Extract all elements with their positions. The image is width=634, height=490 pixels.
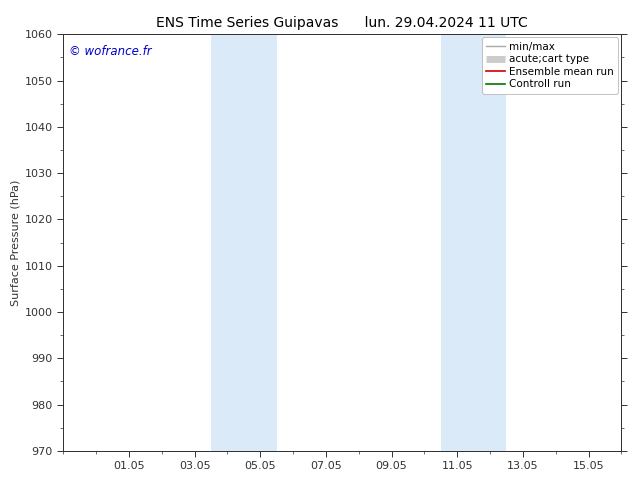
Text: © wofrance.fr: © wofrance.fr [69, 45, 152, 58]
Legend: min/max, acute;cart type, Ensemble mean run, Controll run: min/max, acute;cart type, Ensemble mean … [482, 37, 618, 94]
Title: ENS Time Series Guipavas      lun. 29.04.2024 11 UTC: ENS Time Series Guipavas lun. 29.04.2024… [157, 16, 528, 30]
Bar [441, 34, 507, 451]
Y-axis label: Surface Pressure (hPa): Surface Pressure (hPa) [11, 179, 21, 306]
Bar [211, 34, 276, 451]
